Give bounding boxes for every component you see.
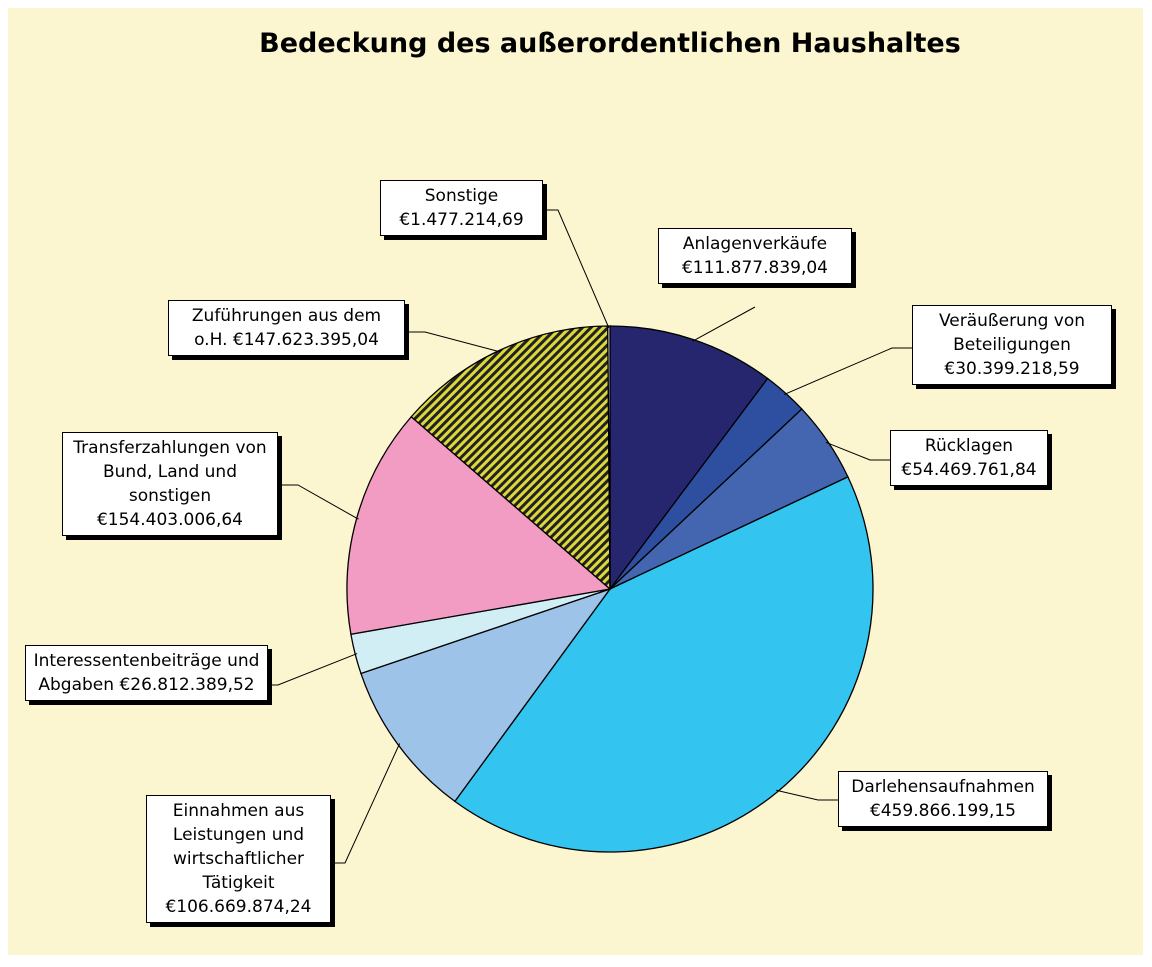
chart-title: Bedeckung des außerordentlichen Haushalt… xyxy=(259,28,961,59)
label-name: Rücklagen xyxy=(924,436,1014,456)
data-label: Einnahmen aus Leistungen und wirtschaftl… xyxy=(146,795,331,923)
label-name: Einnahmen aus Leistungen und wirtschaftl… xyxy=(172,801,305,893)
leader-line xyxy=(331,743,401,864)
leader-line xyxy=(776,789,838,801)
leader-line xyxy=(783,347,912,395)
leader-line xyxy=(405,331,501,353)
label-name: Transferzahlungen von Bund, Land und son… xyxy=(73,438,267,506)
label-name: Sonstige xyxy=(424,186,499,206)
leader-line xyxy=(692,306,756,342)
pie-slice xyxy=(609,325,769,591)
label-value: €459.866.199,15 xyxy=(869,801,1016,821)
data-label: Veräußerung von Beteiligungen €30.399.21… xyxy=(912,305,1112,385)
pie-slice xyxy=(453,476,874,853)
data-label: Rücklagen €54.469.761,84 xyxy=(890,430,1048,486)
data-label: Sonstige €1.477.214,69 xyxy=(380,180,543,236)
data-label: Interessentenbeiträge und Abgaben €26.81… xyxy=(25,645,268,701)
label-name: Interessentenbeiträge und Abgaben xyxy=(33,651,260,695)
leader-line xyxy=(268,653,358,686)
label-name: Anlagenverkäufe xyxy=(682,234,828,254)
label-value: €106.669.874,24 xyxy=(165,897,312,917)
data-label: Anlagenverkäufe €111.877.839,04 xyxy=(658,228,852,284)
leader-line xyxy=(278,484,359,520)
label-name: Veräußerung von Beteiligungen xyxy=(938,311,1086,355)
leader-line xyxy=(543,209,610,329)
leader-line xyxy=(825,441,890,461)
label-name: Zuführungen aus dem o.H. xyxy=(191,306,382,350)
label-value: €111.877.839,04 xyxy=(681,258,828,278)
label-value: €30.399.218,59 xyxy=(944,359,1080,379)
data-label: Transferzahlungen von Bund, Land und son… xyxy=(62,432,278,536)
label-value: €147.623.395,04 xyxy=(232,330,379,350)
data-label: Zuführungen aus dem o.H. €147.623.395,04 xyxy=(168,300,405,356)
label-value: €54.469.761,84 xyxy=(901,460,1037,480)
data-label: Darlehensaufnahmen €459.866.199,15 xyxy=(838,771,1048,827)
label-value: €26.812.389,52 xyxy=(119,675,255,695)
label-value: €1.477.214,69 xyxy=(399,210,524,230)
pie-slice xyxy=(360,587,612,803)
label-value: €154.403.006,64 xyxy=(96,510,243,530)
label-name: Darlehensaufnahmen xyxy=(851,777,1035,797)
pie-slice xyxy=(410,325,611,591)
